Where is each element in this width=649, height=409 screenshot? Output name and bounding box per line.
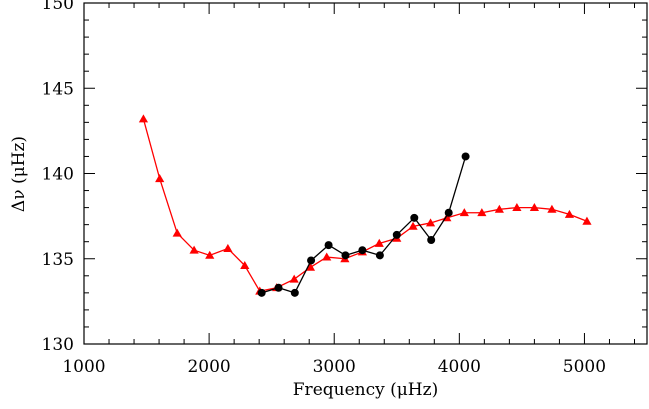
x-tick-label: 2000 (187, 357, 230, 377)
data-point (307, 256, 316, 265)
data-point (582, 216, 592, 225)
series-1 (257, 152, 470, 297)
y-axis-label: Δν (μHz) (9, 136, 29, 212)
data-point (512, 203, 522, 212)
x-tick-label: 3000 (313, 357, 356, 377)
data-point (547, 204, 557, 213)
data-point (290, 288, 299, 297)
series-line (142, 118, 588, 292)
data-point (410, 213, 419, 222)
data-point (358, 246, 367, 255)
y-tick-label: 135 (42, 250, 74, 270)
data-point (374, 238, 384, 247)
data-point (459, 208, 469, 217)
data-point (257, 288, 266, 297)
data-point (392, 230, 401, 239)
data-point (564, 209, 575, 218)
y-tick-label: 130 (42, 335, 74, 355)
series-0 (138, 114, 592, 295)
data-point (341, 251, 350, 260)
data-point (223, 243, 233, 252)
data-point (425, 218, 436, 227)
data-point (408, 221, 418, 230)
data-point (324, 241, 333, 250)
x-tick-label: 1000 (62, 357, 105, 377)
data-point (205, 250, 215, 259)
y-tick-label: 150 (42, 0, 74, 14)
series-layer (138, 114, 592, 297)
data-point (322, 252, 332, 261)
data-point (375, 251, 384, 260)
x-tick-label: 5000 (563, 357, 606, 377)
data-point (444, 208, 453, 217)
plot-frame (83, 2, 648, 345)
data-point (477, 208, 487, 217)
data-point (494, 204, 504, 213)
data-point (461, 152, 470, 161)
data-point (189, 245, 199, 254)
data-point (155, 174, 165, 183)
series-line (261, 156, 467, 294)
data-point (427, 235, 436, 244)
tick-labels: 1000 2000 3000 4000 5000 130 135 140 145 150 (42, 0, 607, 377)
data-point (274, 283, 283, 292)
data-point (172, 228, 182, 237)
axis-ticks (83, 2, 647, 345)
y-tick-label: 140 (42, 165, 74, 185)
x-axis-label: Frequency (μHz) (293, 380, 438, 400)
x-tick-label: 4000 (438, 357, 481, 377)
data-point (240, 260, 250, 270)
data-point (529, 203, 539, 212)
data-point (305, 262, 316, 271)
data-point (138, 114, 149, 123)
y-tick-label: 145 (42, 79, 74, 99)
data-point (289, 274, 299, 283)
